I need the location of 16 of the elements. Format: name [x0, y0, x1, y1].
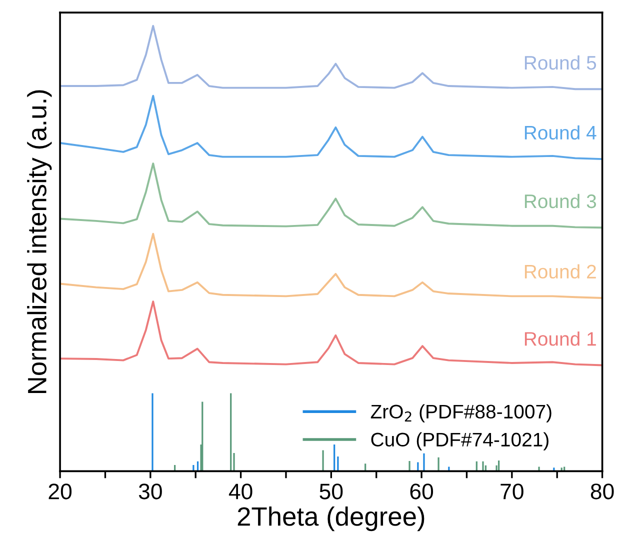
legend-label: CuO (PDF#74-1021) [371, 432, 548, 450]
x-tick-label: 20 [48, 484, 72, 500]
series-label: Round 2 [524, 264, 596, 279]
x-tick-label: 30 [138, 484, 162, 500]
series-label: Round 4 [524, 125, 596, 140]
x-tick-label: 40 [228, 484, 252, 500]
x-tick-label: 80 [590, 484, 614, 500]
series-label: Round 1 [524, 332, 596, 346]
x-axis-title: 2Theta (degree) [238, 506, 424, 532]
legend-label: ZrO$_{2}$ (PDF#88-1007) [370, 404, 552, 422]
x-tick-label: 50 [320, 484, 343, 500]
series-label: Round 3 [524, 194, 596, 208]
series-label: Round 5 [524, 55, 596, 70]
x-tick-label: 70 [500, 484, 524, 500]
x-tick-label: 60 [410, 484, 434, 500]
y-axis-title: Normalized intensity (a.u.) [27, 90, 52, 393]
